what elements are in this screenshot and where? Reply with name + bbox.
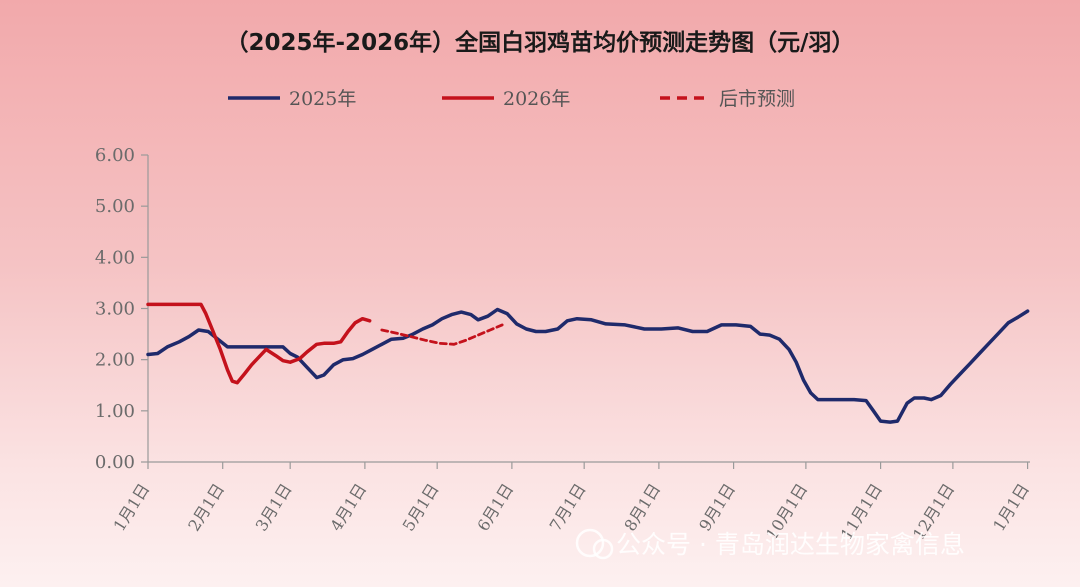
series-layer bbox=[146, 302, 1030, 424]
legend-label-2026: 2026年 bbox=[503, 88, 570, 110]
series-line-forecast bbox=[380, 323, 504, 346]
x-tick-label: 1月1日 bbox=[989, 480, 1033, 534]
x-tick-label: 5月1日 bbox=[399, 480, 443, 534]
series-line-2025 bbox=[146, 307, 1030, 424]
y-tick-label: 1.00 bbox=[95, 401, 135, 422]
wechat-icon bbox=[575, 528, 605, 558]
y-tick-label: 0.00 bbox=[95, 452, 135, 473]
watermark: 公众号 · 青岛润达生物家禽信息 bbox=[575, 528, 965, 560]
y-axis-ticks: 0.00 1.00 2.00 3.00 4.00 5.00 6.00 bbox=[95, 145, 148, 473]
chart-title: （2025年-2026年）全国白羽鸡苗均价预测走势图（元/羽） bbox=[226, 29, 855, 56]
wechat-icon-dot bbox=[592, 538, 614, 560]
x-tick-label: 6月1日 bbox=[473, 480, 517, 534]
x-tick-label: 1月1日 bbox=[110, 480, 154, 534]
x-tick-label: 3月1日 bbox=[252, 480, 296, 534]
x-tick-label: 9月1日 bbox=[695, 480, 739, 534]
watermark-text: 公众号 · 青岛润达生物家禽信息 bbox=[616, 530, 965, 559]
y-tick-label: 2.00 bbox=[95, 350, 135, 371]
x-tick-label: 2月1日 bbox=[184, 480, 228, 534]
x-tick-label: 7月1日 bbox=[546, 480, 590, 534]
y-tick-label: 3.00 bbox=[95, 299, 135, 320]
y-tick-label: 4.00 bbox=[95, 247, 135, 268]
x-tick-label: 4月1日 bbox=[326, 480, 370, 534]
legend-label-forecast: 后市预测 bbox=[719, 88, 795, 110]
y-tick-label: 5.00 bbox=[95, 196, 135, 217]
legend: 2025年 2026年 后市预测 bbox=[228, 88, 795, 110]
x-tick-label: 8月1日 bbox=[620, 480, 664, 534]
series-line-2026 bbox=[146, 302, 372, 385]
y-tick-label: 6.00 bbox=[95, 145, 135, 166]
legend-label-2025: 2025年 bbox=[289, 88, 356, 110]
